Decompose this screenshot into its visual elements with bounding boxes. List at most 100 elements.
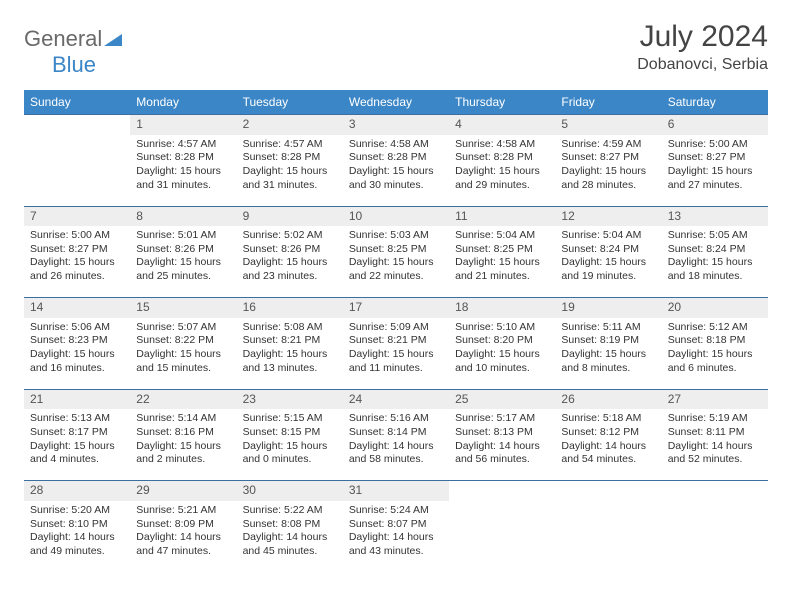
day-cell: Sunrise: 5:24 AMSunset: 8:07 PMDaylight:… <box>343 501 449 572</box>
day-cell: Sunrise: 5:13 AMSunset: 8:17 PMDaylight:… <box>24 409 130 481</box>
day-cell: Sunrise: 5:02 AMSunset: 8:26 PMDaylight:… <box>237 226 343 298</box>
sunset-line: Sunset: 8:24 PM <box>561 243 655 257</box>
sunrise-line: Sunrise: 5:17 AM <box>455 412 549 426</box>
day-number: 12 <box>555 206 661 226</box>
day-cell: Sunrise: 5:09 AMSunset: 8:21 PMDaylight:… <box>343 318 449 390</box>
logo: General Blue <box>24 20 122 78</box>
day-cell: Sunrise: 5:22 AMSunset: 8:08 PMDaylight:… <box>237 501 343 572</box>
weekday-header: Monday <box>130 90 236 115</box>
day-number: 1 <box>130 115 236 135</box>
day-detail-row: Sunrise: 5:00 AMSunset: 8:27 PMDaylight:… <box>24 226 768 298</box>
sunrise-line: Sunrise: 5:02 AM <box>243 229 337 243</box>
day-cell <box>662 501 768 572</box>
sunrise-line: Sunrise: 4:57 AM <box>136 138 230 152</box>
sunset-line: Sunset: 8:20 PM <box>455 334 549 348</box>
day-number: 5 <box>555 115 661 135</box>
sunset-line: Sunset: 8:15 PM <box>243 426 337 440</box>
sunset-line: Sunset: 8:28 PM <box>136 151 230 165</box>
weekday-header: Wednesday <box>343 90 449 115</box>
day-number: 27 <box>662 389 768 409</box>
day-cell: Sunrise: 5:04 AMSunset: 8:25 PMDaylight:… <box>449 226 555 298</box>
sunrise-line: Sunrise: 5:18 AM <box>561 412 655 426</box>
day-number: 29 <box>130 481 236 501</box>
sunrise-line: Sunrise: 5:01 AM <box>136 229 230 243</box>
weekday-header-row: SundayMondayTuesdayWednesdayThursdayFrid… <box>24 90 768 115</box>
daylight-line: Daylight: 15 hours and 15 minutes. <box>136 348 230 375</box>
sunrise-line: Sunrise: 5:05 AM <box>668 229 762 243</box>
sunrise-line: Sunrise: 5:12 AM <box>668 321 762 335</box>
sunset-line: Sunset: 8:14 PM <box>349 426 443 440</box>
day-cell <box>555 501 661 572</box>
daylight-line: Daylight: 15 hours and 11 minutes. <box>349 348 443 375</box>
day-cell: Sunrise: 5:16 AMSunset: 8:14 PMDaylight:… <box>343 409 449 481</box>
logo-text-blue: Blue <box>24 52 96 77</box>
day-detail-row: Sunrise: 5:06 AMSunset: 8:23 PMDaylight:… <box>24 318 768 390</box>
sunrise-line: Sunrise: 4:59 AM <box>561 138 655 152</box>
header: General Blue July 2024 Dobanovci, Serbia <box>24 20 768 78</box>
day-cell: Sunrise: 5:15 AMSunset: 8:15 PMDaylight:… <box>237 409 343 481</box>
day-cell: Sunrise: 5:18 AMSunset: 8:12 PMDaylight:… <box>555 409 661 481</box>
sunset-line: Sunset: 8:27 PM <box>668 151 762 165</box>
daylight-line: Daylight: 14 hours and 56 minutes. <box>455 440 549 467</box>
sunset-line: Sunset: 8:28 PM <box>455 151 549 165</box>
daylight-line: Daylight: 15 hours and 8 minutes. <box>561 348 655 375</box>
day-number: 4 <box>449 115 555 135</box>
daylight-line: Daylight: 15 hours and 29 minutes. <box>455 165 549 192</box>
day-number: 7 <box>24 206 130 226</box>
daylight-line: Daylight: 15 hours and 21 minutes. <box>455 256 549 283</box>
sunset-line: Sunset: 8:12 PM <box>561 426 655 440</box>
day-cell: Sunrise: 5:03 AMSunset: 8:25 PMDaylight:… <box>343 226 449 298</box>
day-number: 20 <box>662 298 768 318</box>
daylight-line: Daylight: 15 hours and 18 minutes. <box>668 256 762 283</box>
day-number: 24 <box>343 389 449 409</box>
sunset-line: Sunset: 8:25 PM <box>349 243 443 257</box>
sunrise-line: Sunrise: 5:06 AM <box>30 321 124 335</box>
day-number: 3 <box>343 115 449 135</box>
day-cell: Sunrise: 5:19 AMSunset: 8:11 PMDaylight:… <box>662 409 768 481</box>
day-number: 2 <box>237 115 343 135</box>
sunrise-line: Sunrise: 5:22 AM <box>243 504 337 518</box>
sunrise-line: Sunrise: 4:58 AM <box>349 138 443 152</box>
day-number: 10 <box>343 206 449 226</box>
day-cell: Sunrise: 5:08 AMSunset: 8:21 PMDaylight:… <box>237 318 343 390</box>
day-cell: Sunrise: 5:04 AMSunset: 8:24 PMDaylight:… <box>555 226 661 298</box>
day-cell: Sunrise: 4:57 AMSunset: 8:28 PMDaylight:… <box>237 135 343 207</box>
daylight-line: Daylight: 15 hours and 31 minutes. <box>243 165 337 192</box>
calendar-table: SundayMondayTuesdayWednesdayThursdayFrid… <box>24 90 768 572</box>
daylight-line: Daylight: 15 hours and 25 minutes. <box>136 256 230 283</box>
sunrise-line: Sunrise: 5:07 AM <box>136 321 230 335</box>
day-cell: Sunrise: 5:06 AMSunset: 8:23 PMDaylight:… <box>24 318 130 390</box>
day-number: 19 <box>555 298 661 318</box>
month-title: July 2024 <box>637 20 768 54</box>
daylight-line: Daylight: 14 hours and 49 minutes. <box>30 531 124 558</box>
sunrise-line: Sunrise: 5:00 AM <box>668 138 762 152</box>
sunrise-line: Sunrise: 5:19 AM <box>668 412 762 426</box>
location: Dobanovci, Serbia <box>637 56 768 74</box>
daylight-line: Daylight: 15 hours and 0 minutes. <box>243 440 337 467</box>
sunrise-line: Sunrise: 5:10 AM <box>455 321 549 335</box>
sunset-line: Sunset: 8:21 PM <box>243 334 337 348</box>
sunset-line: Sunset: 8:21 PM <box>349 334 443 348</box>
sunset-line: Sunset: 8:28 PM <box>243 151 337 165</box>
sunrise-line: Sunrise: 4:57 AM <box>243 138 337 152</box>
sunrise-line: Sunrise: 5:03 AM <box>349 229 443 243</box>
day-number: 8 <box>130 206 236 226</box>
day-cell: Sunrise: 4:58 AMSunset: 8:28 PMDaylight:… <box>449 135 555 207</box>
title-block: July 2024 Dobanovci, Serbia <box>637 20 768 74</box>
day-number: 25 <box>449 389 555 409</box>
day-detail-row: Sunrise: 5:13 AMSunset: 8:17 PMDaylight:… <box>24 409 768 481</box>
daylight-line: Daylight: 15 hours and 26 minutes. <box>30 256 124 283</box>
day-cell: Sunrise: 5:00 AMSunset: 8:27 PMDaylight:… <box>662 135 768 207</box>
sunset-line: Sunset: 8:24 PM <box>668 243 762 257</box>
day-number-row: 21222324252627 <box>24 389 768 409</box>
sunrise-line: Sunrise: 5:08 AM <box>243 321 337 335</box>
day-number: 30 <box>237 481 343 501</box>
sunset-line: Sunset: 8:28 PM <box>349 151 443 165</box>
day-number: 16 <box>237 298 343 318</box>
day-number: 14 <box>24 298 130 318</box>
sunrise-line: Sunrise: 5:04 AM <box>561 229 655 243</box>
sunset-line: Sunset: 8:11 PM <box>668 426 762 440</box>
day-cell: Sunrise: 4:59 AMSunset: 8:27 PMDaylight:… <box>555 135 661 207</box>
day-number-row: 78910111213 <box>24 206 768 226</box>
day-number: 22 <box>130 389 236 409</box>
